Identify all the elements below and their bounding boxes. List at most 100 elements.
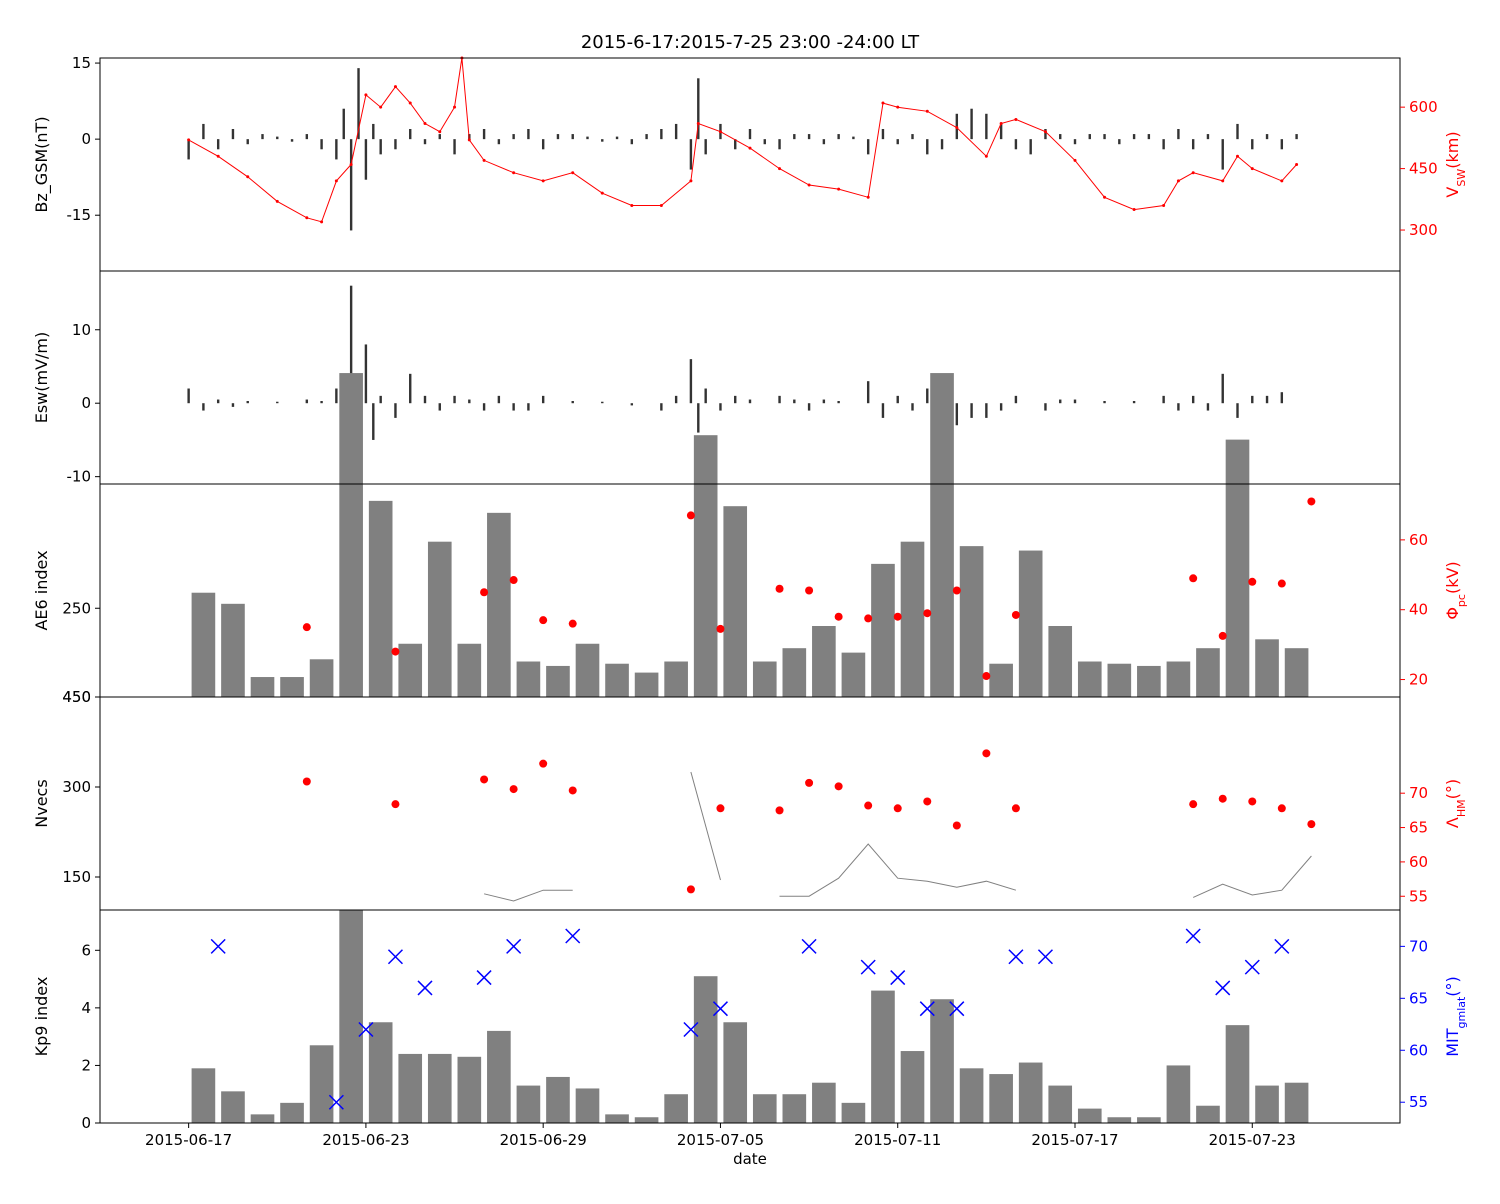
mit-cross <box>683 1021 699 1038</box>
esw-bar <box>822 399 826 404</box>
bz-bar <box>674 123 678 140</box>
vsw-point <box>467 138 471 142</box>
phi-point <box>509 576 518 585</box>
ae-bar <box>841 652 866 697</box>
vsw-point <box>1236 154 1239 158</box>
nvecs-line <box>483 889 573 902</box>
mit-cross <box>860 959 876 975</box>
esw-bar <box>881 403 885 418</box>
y-axis-label: AE6 index <box>32 550 51 630</box>
bz-bar <box>497 139 501 145</box>
ae-bar <box>546 665 570 697</box>
esw-bar <box>468 399 471 404</box>
phi-point <box>923 609 932 618</box>
kp-bar <box>959 1068 984 1123</box>
vsw-point <box>630 203 634 207</box>
lambda-point <box>302 777 311 786</box>
bz-bar <box>1251 139 1254 150</box>
vsw-point <box>1162 203 1166 207</box>
ae-bar <box>664 661 688 697</box>
phi-point <box>952 586 961 595</box>
bz-bar <box>1044 129 1047 140</box>
y2-tick-label: 70 <box>1409 937 1428 955</box>
esw-bar <box>660 403 663 411</box>
ae-bar <box>634 672 659 697</box>
bz-bar <box>660 129 663 140</box>
bz-bar <box>320 139 323 150</box>
phi-point <box>716 624 725 633</box>
bz-bar <box>409 129 412 140</box>
phi-point <box>1277 579 1286 588</box>
bz-bar <box>305 134 309 140</box>
esw-bar <box>793 399 796 404</box>
esw-bar <box>985 403 988 418</box>
kp-bar <box>309 1045 334 1123</box>
y2-axis-label: Φpc(kV) <box>1443 561 1468 619</box>
y2-axis-label: MITgmlat(°) <box>1443 976 1468 1057</box>
bz-bar <box>335 139 338 160</box>
kp-bar <box>605 1114 629 1123</box>
bz-bar <box>1177 129 1180 140</box>
bz-bar <box>586 136 589 140</box>
esw-bar <box>541 395 545 404</box>
bz-bar <box>423 139 427 145</box>
lambda-point <box>864 801 873 810</box>
ae-bar <box>871 563 895 697</box>
vsw-point <box>1073 158 1077 162</box>
vsw-point <box>379 105 383 109</box>
bz-bar <box>940 139 944 150</box>
bz-bar <box>1088 134 1091 140</box>
esw-bar <box>970 403 973 418</box>
y-tick-label: 2 <box>81 1056 91 1074</box>
mit-cross <box>358 1021 374 1038</box>
mit-cross <box>890 970 906 986</box>
y2-tick-label: 450 <box>1409 160 1438 178</box>
esw-bar <box>349 285 353 404</box>
bz-bar <box>866 139 870 155</box>
bz-bar <box>1073 139 1077 145</box>
kp-bar <box>1018 1062 1043 1123</box>
esw-bar <box>837 401 840 404</box>
bz-bar <box>482 129 486 140</box>
ae-bar <box>339 373 363 697</box>
y-tick-label: 0 <box>81 1114 91 1132</box>
esw-bar <box>276 401 279 404</box>
mit-cross <box>1008 949 1024 965</box>
x-tick-label: 2015-07-17 <box>1031 1131 1118 1149</box>
esw-bar <box>1162 395 1165 404</box>
y-axis-label: Esw(mV/m) <box>32 332 51 424</box>
bz-bar <box>202 123 205 140</box>
bz-bar <box>748 129 752 140</box>
kp-bar <box>782 1094 807 1123</box>
y-tick-label: 15 <box>72 54 91 72</box>
y2-axis-label: ΛHM(°) <box>1443 779 1468 828</box>
vsw-point <box>1132 208 1136 212</box>
vsw-point <box>408 101 412 105</box>
vsw-point <box>1221 179 1225 183</box>
mit-cross <box>919 1001 935 1017</box>
bz-bar <box>896 139 899 145</box>
ae-bar <box>1166 661 1191 697</box>
vsw-point <box>541 179 545 183</box>
vsw-point <box>999 122 1003 126</box>
phi-point <box>1248 577 1257 586</box>
lambda-point <box>1189 800 1198 809</box>
bz-bar <box>571 134 574 140</box>
panel-frame <box>99 270 1401 485</box>
y-tick-label: 0 <box>81 130 91 148</box>
y2-tick-label: 55 <box>1409 1093 1428 1111</box>
lambda-point <box>1011 804 1020 813</box>
kp-bar <box>1225 1025 1250 1123</box>
lambda-point <box>982 749 991 758</box>
x-tick-label: 2015-06-29 <box>500 1131 587 1149</box>
bz-bar <box>852 136 855 140</box>
bz-bar <box>453 139 456 155</box>
esw-bar <box>911 403 914 411</box>
kp-bar <box>989 1074 1013 1123</box>
phi-point <box>893 612 902 621</box>
esw-bar <box>512 403 515 411</box>
y-axis-label: Bz_GSM(nT) <box>32 116 52 212</box>
esw-bar <box>674 395 678 404</box>
